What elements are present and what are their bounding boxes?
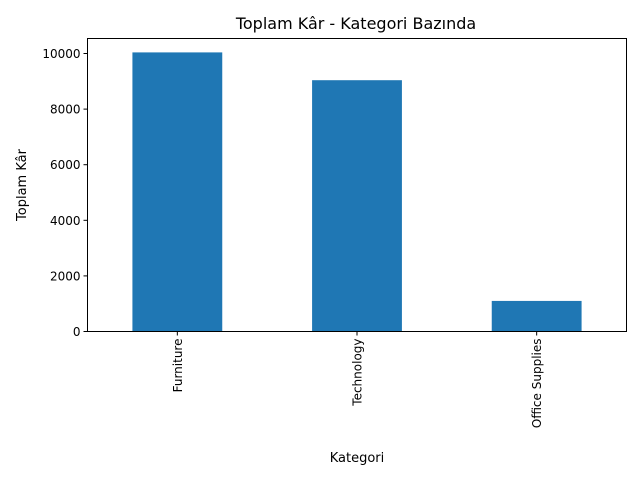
- bar-office-supplies: [491, 300, 582, 332]
- bar-technology: [312, 80, 402, 332]
- y-axis: 0 2000 4000 6000 8000 10000: [42, 47, 88, 339]
- chart-title: Toplam Kâr - Kategori Bazında: [235, 14, 476, 33]
- y-tick-label: 10000: [42, 47, 80, 61]
- x-tick-label: Technology: [351, 339, 365, 407]
- y-tick-label: 6000: [50, 158, 81, 172]
- bar-furniture: [132, 52, 223, 332]
- x-tick-label: Office Supplies: [530, 339, 544, 429]
- y-tick-label: 8000: [50, 103, 81, 117]
- y-tick-label: 4000: [50, 214, 81, 228]
- plot-frame: [87, 38, 627, 332]
- x-axis: Furniture Technology Office Supplies: [171, 331, 544, 429]
- x-tick-label: Furniture: [171, 339, 185, 393]
- plot-area: [132, 52, 582, 332]
- y-tick-label: 2000: [50, 269, 81, 283]
- x-axis-label: Kategori: [330, 451, 385, 466]
- y-tick-label: 0: [73, 325, 81, 339]
- y-axis-label: Toplam Kâr: [15, 148, 30, 222]
